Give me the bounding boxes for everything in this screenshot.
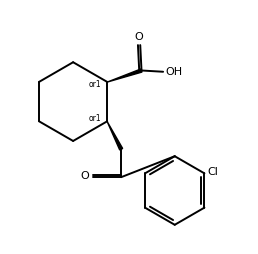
Text: or1: or1 [89, 81, 102, 89]
Text: Cl: Cl [207, 167, 218, 177]
Text: OH: OH [166, 67, 183, 77]
Text: or1: or1 [89, 114, 102, 123]
Polygon shape [107, 69, 142, 82]
Text: O: O [81, 171, 90, 181]
Polygon shape [107, 121, 123, 150]
Text: O: O [135, 32, 144, 42]
